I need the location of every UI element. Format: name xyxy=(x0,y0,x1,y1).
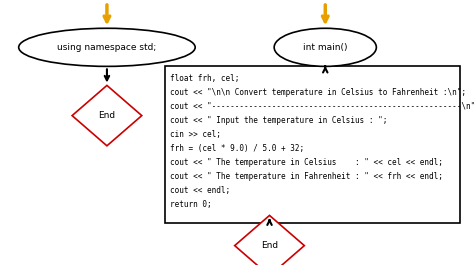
Text: cout << " The temperature in Fahrenheit : " << frh << endl;: cout << " The temperature in Fahrenheit … xyxy=(170,172,443,181)
Polygon shape xyxy=(72,85,142,146)
Text: End: End xyxy=(99,111,116,120)
Text: frh = (cel * 9.0) / 5.0 + 32;: frh = (cel * 9.0) / 5.0 + 32; xyxy=(170,144,304,153)
Text: using namespace std;: using namespace std; xyxy=(57,43,156,52)
Ellipse shape xyxy=(274,28,376,66)
Text: End: End xyxy=(261,241,278,250)
Text: return 0;: return 0; xyxy=(170,200,211,209)
Text: cout << endl;: cout << endl; xyxy=(170,186,230,195)
Text: cout << " Input the temperature in Celsius : ";: cout << " Input the temperature in Celsi… xyxy=(170,116,387,125)
Text: cin >> cel;: cin >> cel; xyxy=(170,130,220,139)
Polygon shape xyxy=(235,215,304,268)
Text: float frh, cel;: float frh, cel; xyxy=(170,74,239,83)
Text: int main(): int main() xyxy=(303,43,347,52)
Ellipse shape xyxy=(18,28,195,66)
Bar xyxy=(165,66,460,223)
Text: cout << "------------------------------------------------------\n";: cout << "-------------------------------… xyxy=(170,102,474,111)
Text: cout << "\n\n Convert temperature in Celsius to Fahrenheit :\n";: cout << "\n\n Convert temperature in Cel… xyxy=(170,88,465,96)
Text: cout << " The temperature in Celsius    : " << cel << endl;: cout << " The temperature in Celsius : "… xyxy=(170,158,443,167)
